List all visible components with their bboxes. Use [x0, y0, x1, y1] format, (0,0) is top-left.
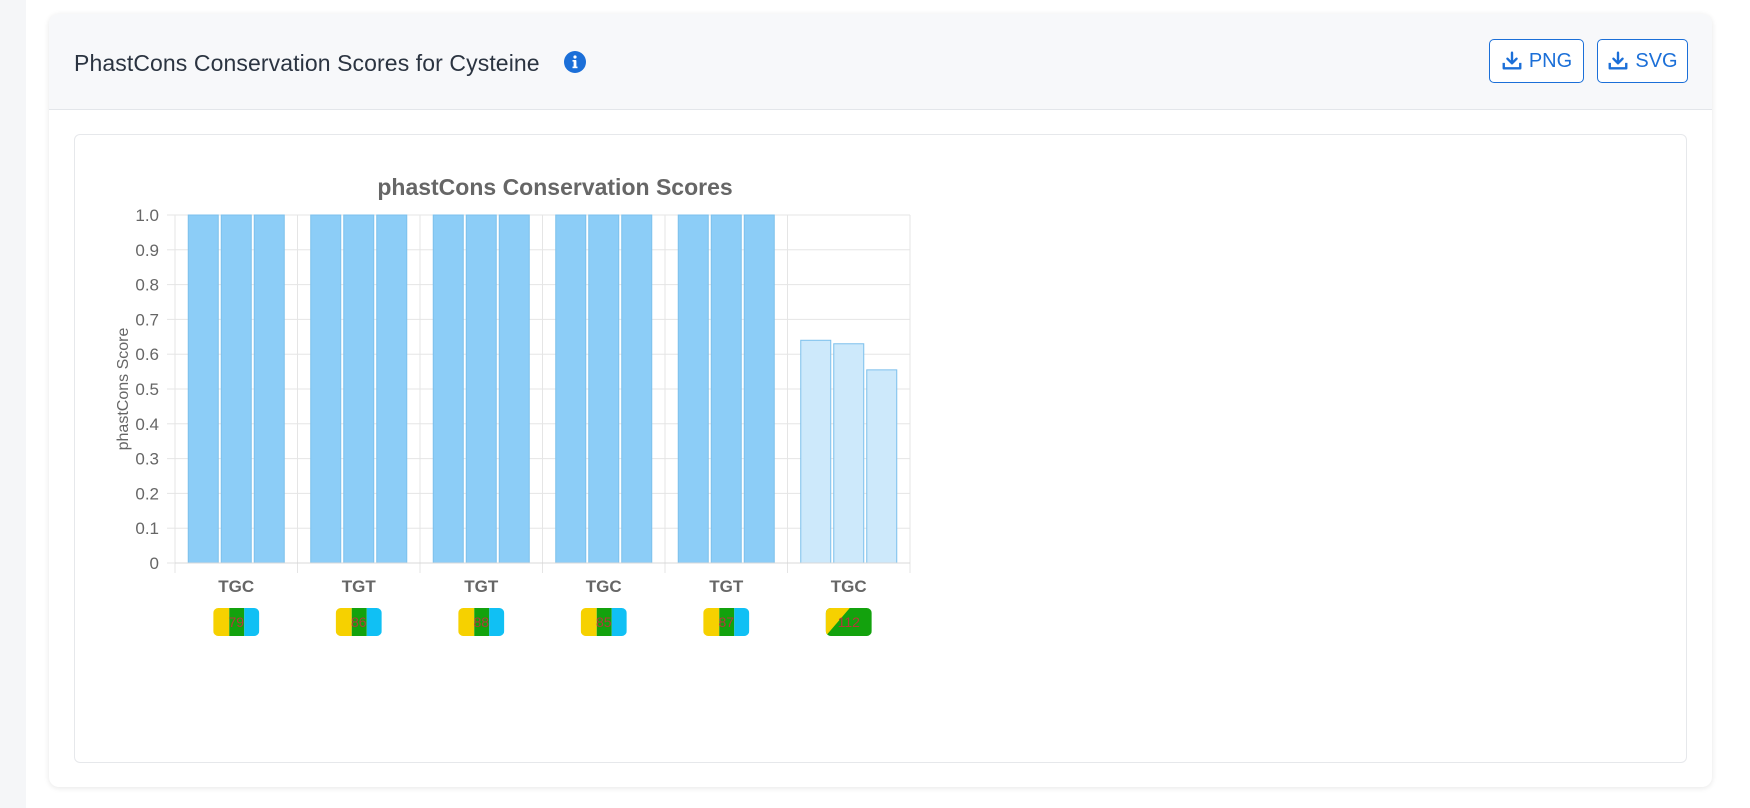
bar-tgt-3-3[interactable] [498, 214, 530, 564]
y-tick-label: 0.4 [135, 415, 159, 434]
download-png-label: PNG [1528, 49, 1573, 72]
y-tick-label: 1.0 [135, 206, 159, 225]
y-tick-label: 0.5 [135, 380, 159, 399]
download-svg-button[interactable]: SVG [1597, 39, 1688, 83]
codon-badge: 86 [335, 608, 382, 636]
badge-number: 85 [596, 614, 612, 630]
badge-yellow-segment [580, 608, 597, 636]
x-category-label: TGT [709, 577, 744, 596]
bar-tgt-5-2[interactable] [710, 214, 742, 564]
y-tick-label: 0.1 [135, 519, 159, 538]
download-png-button[interactable]: PNG [1489, 39, 1584, 83]
y-tick-label: 0.6 [135, 345, 159, 364]
y-axis-label: phastCons Score [115, 328, 132, 451]
chart-title: phastCons Conservation Scores [377, 174, 732, 200]
badge-green-segment [351, 608, 367, 636]
badge-blue-segment [244, 608, 260, 636]
bar-tgt-2-1[interactable] [310, 214, 342, 564]
bar-tgt-5-3[interactable] [743, 214, 775, 564]
y-tick-label: 0.9 [135, 241, 159, 260]
chart-panel: phastCons Conservation Scores phastCons … [74, 134, 1687, 763]
page-title: PhastCons Conservation Scores for Cystei… [74, 50, 540, 76]
badge-green-segment [474, 608, 490, 636]
bar-tgt-3-2[interactable] [465, 214, 497, 564]
badge-green-segment [229, 608, 245, 636]
download-svg-label: SVG [1635, 49, 1678, 72]
card-header: PhastCons Conservation Scores for Cystei… [49, 14, 1712, 110]
badge-yellow-segment [213, 608, 230, 636]
info-circle-icon[interactable] [563, 50, 587, 74]
x-category-label: TGT [464, 577, 499, 596]
y-tick-label: 0.8 [135, 276, 159, 295]
bar-tgt-5-1[interactable] [677, 214, 709, 564]
y-tick-label: 0 [150, 554, 159, 573]
badge-number: 112 [838, 614, 861, 630]
bar-tgc-6-2[interactable] [833, 343, 865, 564]
badge-yellow-segment [703, 608, 720, 636]
badge-number: 86 [351, 614, 367, 630]
badge-blue-segment [366, 608, 382, 636]
download-icon [1608, 51, 1628, 70]
y-tick-label: 0.3 [135, 450, 159, 469]
codon-badge: 79 [213, 608, 260, 636]
bar-tgc-4-1[interactable] [555, 214, 587, 564]
badge-yellow-segment [458, 608, 475, 636]
badge-number: 88 [473, 614, 489, 630]
bar-tgc-6-1[interactable] [800, 339, 832, 564]
x-category-label: TGT [342, 577, 377, 596]
bar-tgc-6-3[interactable] [866, 369, 898, 564]
x-category-label: TGC [831, 577, 867, 596]
bar-tgc-1-2[interactable] [220, 214, 252, 564]
codon-badge: 87 [703, 608, 750, 636]
codon-badge: 112 [825, 608, 872, 636]
bar-tgc-4-2[interactable] [588, 214, 620, 564]
x-category-label: TGC [218, 577, 254, 596]
badge-green-segment [719, 608, 735, 636]
bar-tgt-3-1[interactable] [432, 214, 464, 564]
y-tick-label: 0.2 [135, 484, 159, 503]
bar-chart: phastCons Conservation Scores phastCons … [115, 174, 911, 636]
badge-blue-segment [611, 608, 627, 636]
codon-badge: 88 [458, 608, 505, 636]
badge-yellow-segment [335, 608, 352, 636]
x-category-label: TGC [586, 577, 622, 596]
badge-number: 79 [228, 614, 244, 630]
badge-blue-segment [489, 608, 505, 636]
bar-tgc-1-1[interactable] [187, 214, 219, 564]
bar-tgc-1-3[interactable] [253, 214, 285, 564]
badge-green-segment [596, 608, 612, 636]
chart-card: PhastCons Conservation Scores for Cystei… [49, 14, 1712, 787]
bar-tgt-2-3[interactable] [376, 214, 408, 564]
badge-yellow-segment [825, 608, 850, 636]
badge-number: 87 [718, 614, 734, 630]
download-icon [1502, 51, 1522, 70]
codon-badge: 85 [580, 608, 627, 636]
badge-blue-segment [734, 608, 750, 636]
bar-tgt-2-2[interactable] [343, 214, 375, 564]
bar-tgc-4-3[interactable] [621, 214, 653, 564]
y-tick-label: 0.7 [135, 310, 159, 329]
